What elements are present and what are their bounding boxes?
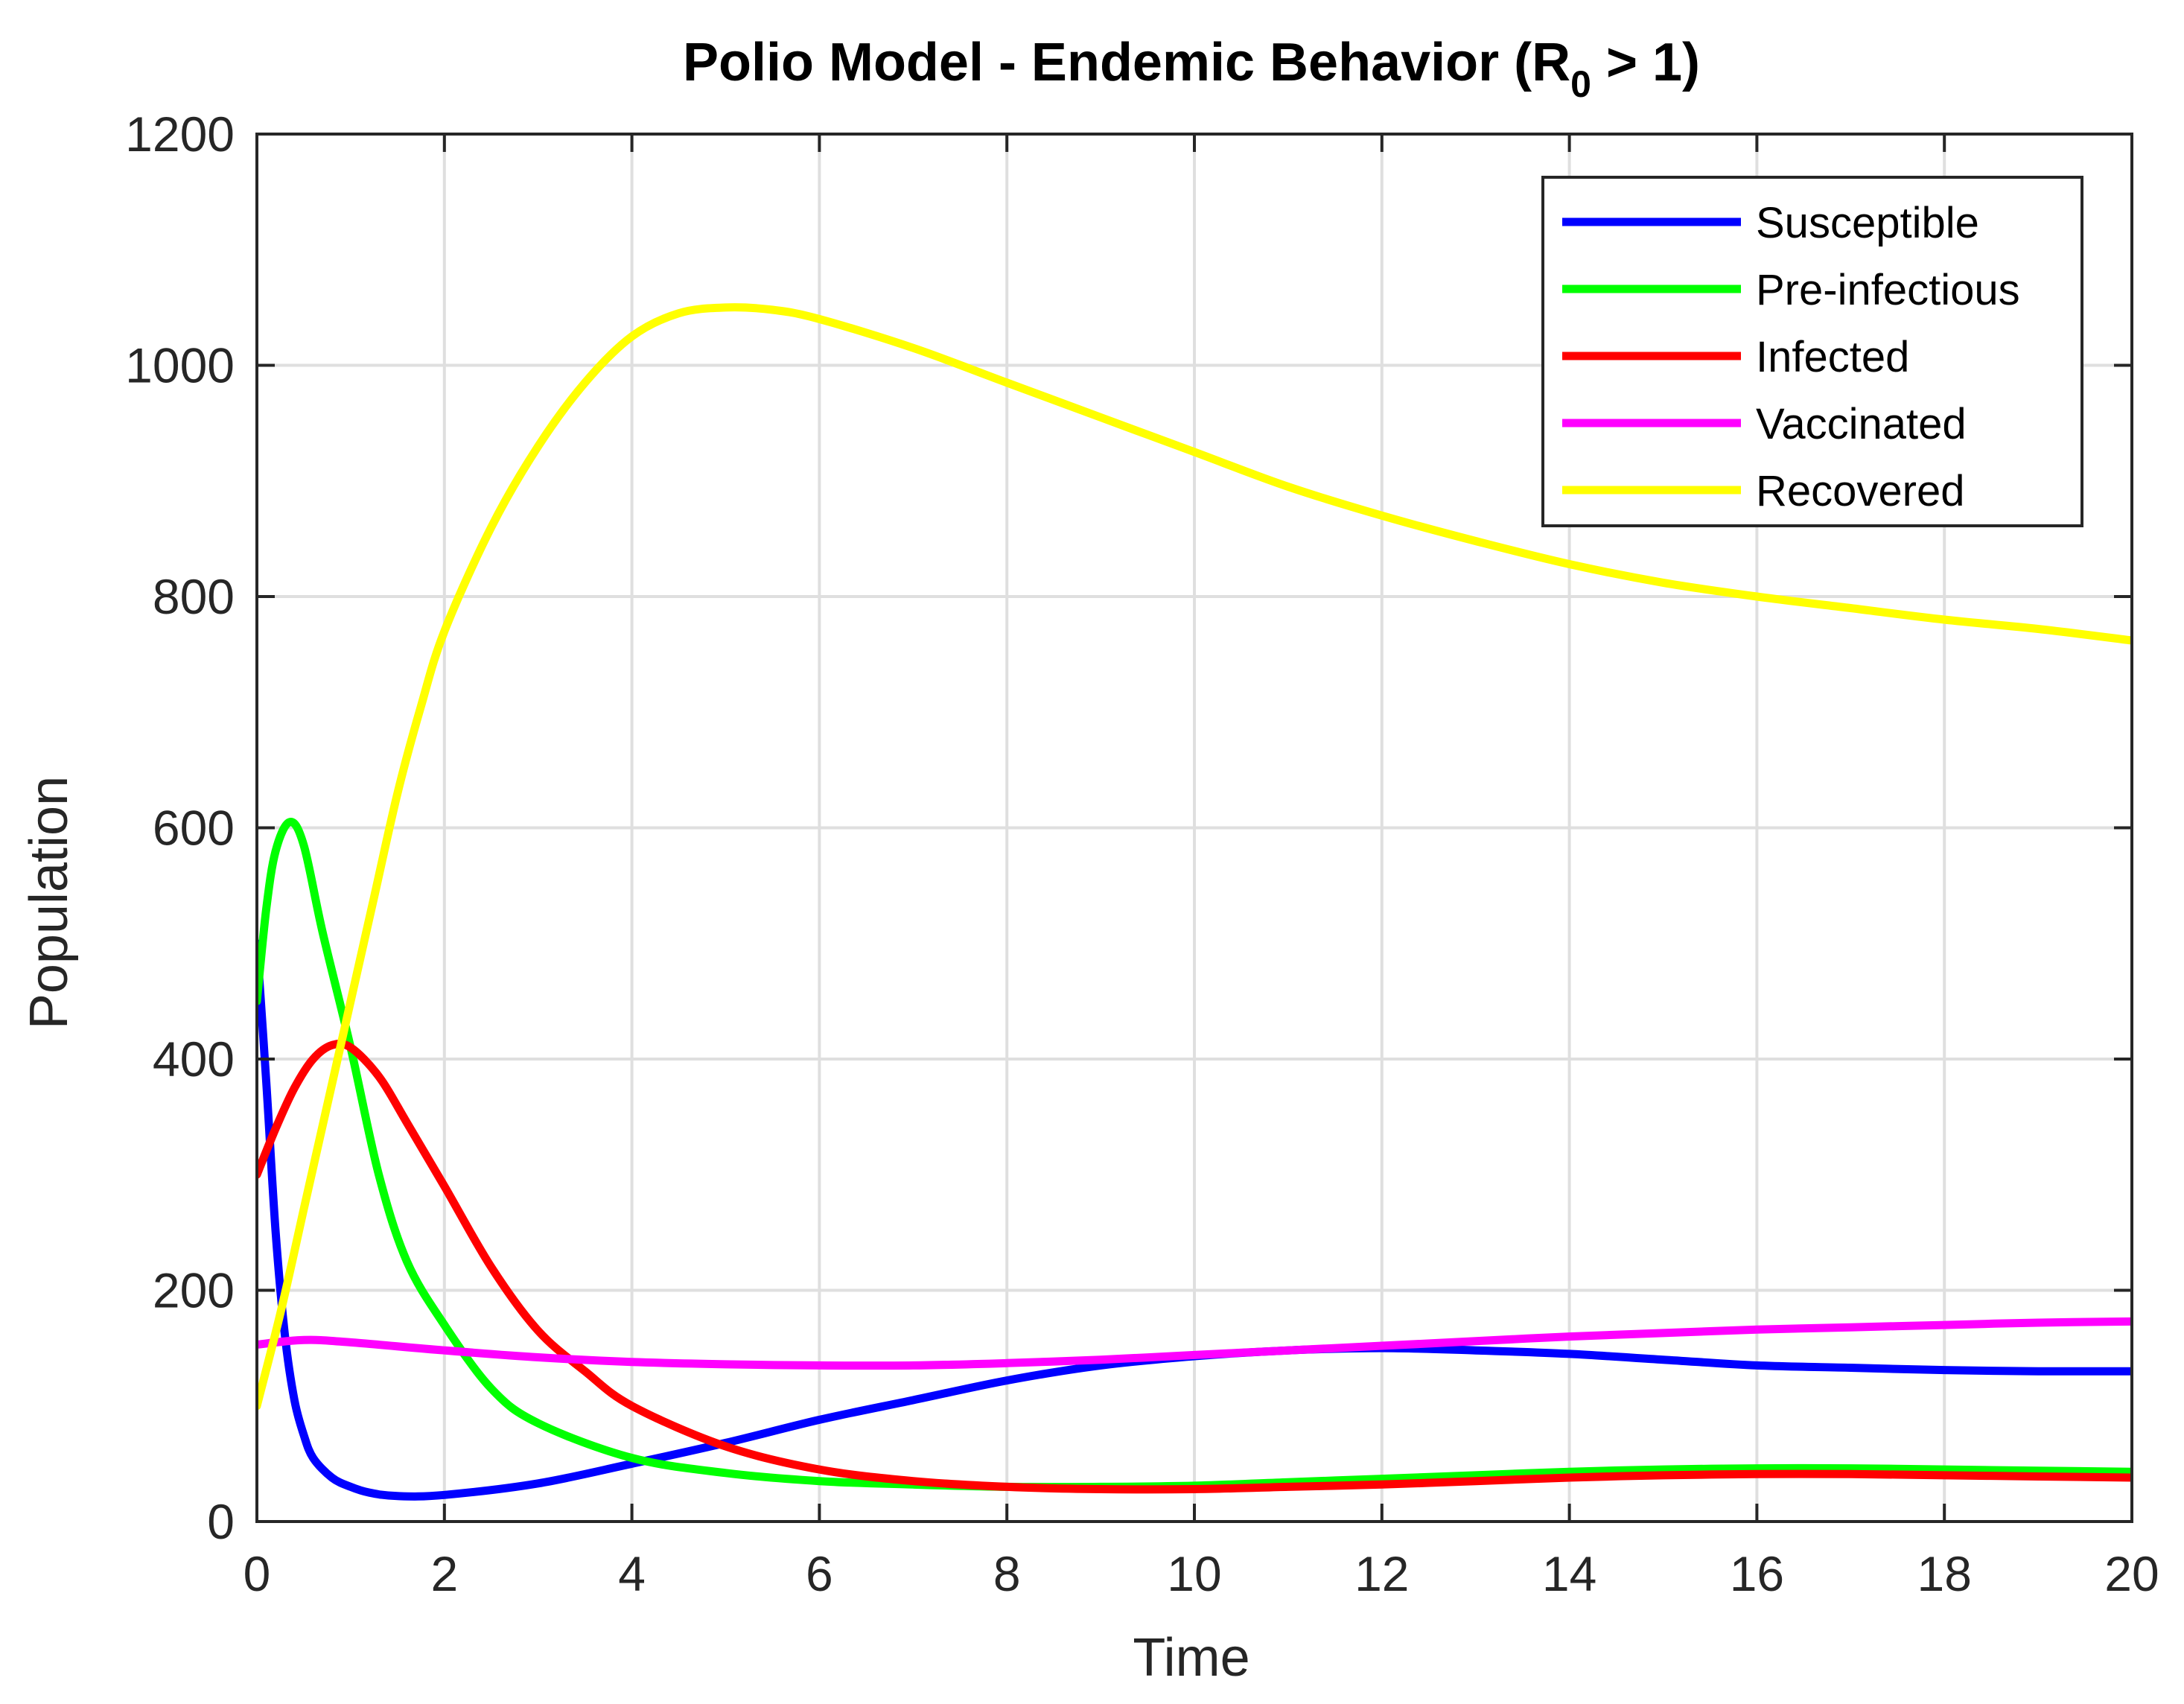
x-tick-labels: 0 2 4 6 8 10 12 14 16 18 20 xyxy=(243,1546,2159,1601)
y-tick-label: 0 xyxy=(207,1494,235,1549)
chart-title-main: Polio Model - Endemic Behavior (R xyxy=(683,33,1570,92)
y-tick-label: 1200 xyxy=(125,106,235,162)
grid xyxy=(257,134,2132,1522)
y-tick-label: 400 xyxy=(153,1031,235,1087)
y-axis-label: Population xyxy=(19,776,79,1029)
tick-marks xyxy=(255,133,2133,1523)
x-tick-label: 0 xyxy=(243,1546,271,1601)
x-tick-label: 20 xyxy=(2104,1546,2159,1601)
y-tick-label: 800 xyxy=(153,569,235,624)
x-tick-label: 2 xyxy=(430,1546,458,1601)
legend-item-pre-infectious[interactable]: Pre-infectious xyxy=(1562,266,2020,314)
legend-item-recovered[interactable]: Recovered xyxy=(1562,467,1964,515)
legend[interactable]: Susceptible Pre-infectious Infected Vaccina… xyxy=(1541,176,2083,527)
x-tick-label: 8 xyxy=(993,1546,1021,1601)
series-line-vaccinated xyxy=(257,1317,2132,1370)
x-tick-label: 4 xyxy=(618,1546,646,1601)
x-tick-label: 6 xyxy=(806,1546,833,1601)
y-tick-label: 1000 xyxy=(125,338,235,393)
x-tick-label: 14 xyxy=(1542,1546,1596,1601)
legend-items: Susceptible Pre-infectious Infected Vaccina… xyxy=(1562,199,2020,515)
y-tick-label: 200 xyxy=(153,1263,235,1318)
series-line-pre-infectious xyxy=(257,818,2132,1492)
legend-label: Susceptible xyxy=(1756,199,1979,247)
series-line-recovered xyxy=(257,303,2132,1411)
y-tick-labels: 0 200 400 600 800 1000 1200 xyxy=(125,106,235,1549)
chart-title-suffix: > 1) xyxy=(1591,33,1700,92)
x-tick-label: 16 xyxy=(1730,1546,1784,1601)
legend-label: Infected xyxy=(1756,333,1909,381)
y-tick-label: 600 xyxy=(153,801,235,856)
x-tick-label: 18 xyxy=(1917,1546,1971,1601)
chart-title: Polio Model - Endemic Behavior (R0 > 1) xyxy=(683,33,1700,105)
x-tick-label: 10 xyxy=(1167,1546,1221,1601)
chart-title-subscript: 0 xyxy=(1570,63,1591,105)
series-line-susceptible xyxy=(257,939,2132,1501)
legend-item-vaccinated[interactable]: Vaccinated xyxy=(1562,400,1967,448)
legend-label: Recovered xyxy=(1756,467,1964,515)
legend-box xyxy=(1541,176,2083,527)
legend-label: Vaccinated xyxy=(1756,400,1967,448)
plot-area xyxy=(255,133,2133,1523)
x-axis-label: Time xyxy=(1133,1628,1249,1688)
legend-label: Pre-infectious xyxy=(1756,266,2020,314)
legend-item-susceptible[interactable]: Susceptible xyxy=(1562,199,1979,247)
x-tick-label: 12 xyxy=(1354,1546,1409,1601)
series-line-infected xyxy=(257,1039,2132,1494)
legend-item-infected[interactable]: Infected xyxy=(1562,333,1909,381)
series-layer xyxy=(257,303,2132,1501)
